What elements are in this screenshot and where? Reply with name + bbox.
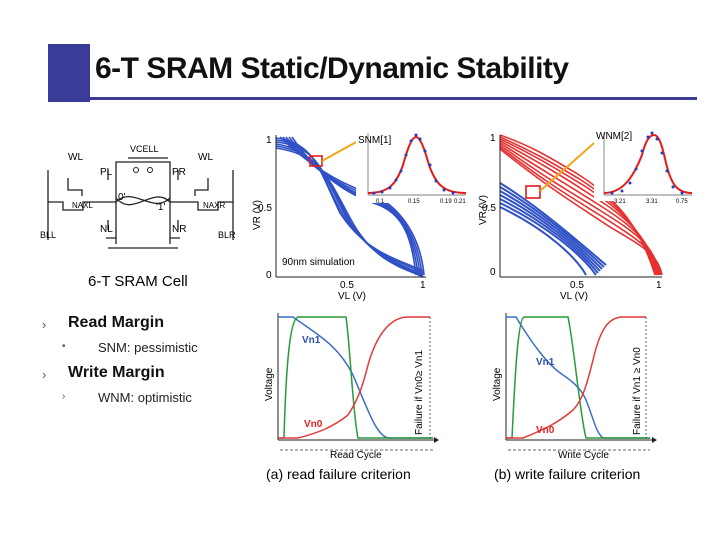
- write-xlabel: Write Cycle: [558, 450, 609, 461]
- sram-cell-schematic: WL WL VCELL PL PR 0' '1' NAXL NAXR NL NR…: [40, 144, 236, 290]
- label-vcell: VCELL: [130, 144, 159, 154]
- sub-bullet-dot-icon: •: [62, 341, 66, 352]
- write-vn1-label: Vn1: [536, 357, 555, 368]
- read-waveform: Vn1 Vn0 Voltage Failure if Vn0≥ Vn1 Read…: [264, 313, 439, 482]
- snm-ylabel: VR (V): [252, 200, 263, 230]
- read-ylabel: Voltage: [264, 367, 275, 401]
- bullet-text: Read Margin: [68, 314, 165, 331]
- snm-inset-xtick-4: 0.21: [454, 199, 466, 205]
- label-bl-right: BLR: [218, 230, 236, 240]
- write-waveform: Vn1 Vn0 Voltage Failure if Vn1 ≥ Vn0 Wri…: [492, 313, 657, 482]
- wnm-ytick-05: 0.5: [482, 203, 496, 214]
- wnm-xtick-05: 0.5: [570, 280, 584, 291]
- wnm-inset-xtick-3: 0.75: [676, 199, 688, 205]
- snm-xtick-05: 0.5: [340, 280, 354, 291]
- label-node-right: '1': [156, 202, 165, 213]
- sub-bullet-arrow-icon: ›: [62, 391, 66, 402]
- wnm-inset-xtick-1: 3.21: [614, 199, 626, 205]
- bullet-read-margin: › Read Margin: [42, 314, 262, 338]
- wnm-inset-histogram: WNM[2] 3.21 3.31 0.75: [594, 131, 694, 205]
- write-vn0-label: Vn0: [536, 425, 555, 436]
- bullet-list: › Read Margin • SNM: pessimistic › Write…: [42, 314, 262, 414]
- title-divider: [65, 97, 697, 100]
- bullet-text: Write Margin: [68, 364, 165, 381]
- snm-ytick-05: 0.5: [258, 203, 272, 214]
- wnm-xlabel: VL (V): [560, 291, 588, 302]
- label-bl-left: BLL: [40, 230, 56, 240]
- write-failure-label: Failure if Vn1 ≥ Vn0: [632, 347, 643, 435]
- sub-bullet-snm: • SNM: pessimistic: [42, 338, 262, 364]
- butterfly-plot-snm: 1 0.5 0 0.5 1 VL (V) VR (V) 90nm simulat…: [252, 133, 468, 302]
- wnm-ytick-1: 1: [490, 133, 496, 144]
- slide-title: 6-T SRAM Static/Dynamic Stability: [95, 52, 569, 85]
- wnm-xtick-1: 1: [656, 280, 662, 291]
- label-nl: NL: [100, 224, 113, 235]
- label-wl-left: WL: [68, 152, 83, 163]
- wnm-ytick-0: 0: [490, 267, 496, 278]
- snm-inset-xtick-2: 0.15: [408, 199, 420, 205]
- bullet-write-margin: › Write Margin: [42, 364, 262, 388]
- label-naxr: NAXR: [203, 201, 225, 210]
- sub-bullet-wnm: › WNM: optimistic: [42, 388, 262, 414]
- write-caption: (b) write failure criterion: [494, 466, 640, 482]
- bullet-arrow-icon: ›: [42, 317, 47, 332]
- read-xlabel: Read Cycle: [330, 450, 382, 461]
- wnm-inset-title: WNM[2]: [596, 131, 632, 142]
- snm-xlabel: VL (V): [338, 291, 366, 302]
- label-node-left: 0': [118, 192, 126, 203]
- snm-inset-xtick-3: 0.19: [440, 199, 452, 205]
- simulation-note: 90nm simulation: [282, 257, 355, 268]
- label-naxl: NAXL: [72, 201, 93, 210]
- snm-ytick-0: 0: [266, 270, 272, 281]
- bullet-arrow-icon: ›: [42, 367, 47, 382]
- read-caption: (a) read failure criterion: [266, 466, 411, 482]
- write-ylabel: Voltage: [492, 367, 503, 401]
- sub-bullet-text: WNM: optimistic: [98, 390, 192, 405]
- snm-inset-title: SNM[1]: [358, 135, 392, 146]
- snm-ytick-1: 1: [266, 135, 272, 146]
- sub-bullet-text: SNM: pessimistic: [98, 340, 198, 355]
- snm-xtick-1: 1: [420, 280, 426, 291]
- read-vn1-label: Vn1: [302, 335, 321, 346]
- title-accent-square: [48, 44, 90, 102]
- label-pl: PL: [100, 167, 113, 178]
- read-failure-label: Failure if Vn0≥ Vn1: [414, 350, 425, 435]
- label-pr: PR: [172, 167, 186, 178]
- snm-inset-histogram: SNM[1] 0.1 0.15 0.19 0.21: [356, 133, 468, 205]
- wnm-inset-xtick-2: 3.31: [646, 199, 658, 205]
- label-wl-right: WL: [198, 152, 213, 163]
- cell-caption: 6-T SRAM Cell: [88, 273, 188, 290]
- wnm-ylabel: VR (V): [478, 195, 489, 225]
- read-vn0-label: Vn0: [304, 419, 323, 430]
- butterfly-plot-wnm: 1 0.5 0 0.5 1 VL (V) VR (V) WNM[2] 3.21 …: [478, 131, 694, 302]
- snm-inset-xtick-1: 0.1: [376, 199, 385, 205]
- label-nr: NR: [172, 224, 186, 235]
